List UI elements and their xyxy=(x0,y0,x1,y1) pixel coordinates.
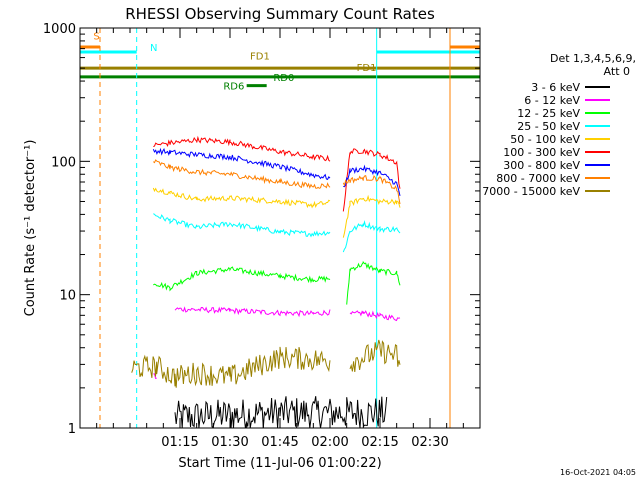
series-layer xyxy=(131,135,401,429)
series-12-25-kev xyxy=(153,260,401,305)
legend-label-50-100-kev: 50 - 100 keV xyxy=(510,133,580,146)
legend-label-25-50-kev: 25 - 50 keV xyxy=(517,120,580,133)
x-tick-label: 02:30 xyxy=(411,435,448,450)
y-axis-label: Count Rate (s⁻¹ detector⁻¹) xyxy=(23,140,38,317)
x-tick-label: 02:15 xyxy=(361,435,398,450)
series-line-7000-15000-kev xyxy=(349,339,401,373)
y-tick-label: 1000 xyxy=(43,22,76,37)
legend-label-100-300-kev: 100 - 300 keV xyxy=(503,146,580,159)
series-line-100-300-kev xyxy=(153,135,331,162)
series-50-100-kev xyxy=(152,187,401,238)
legend-header-line: Det 1,3,4,5,6,9, xyxy=(550,52,636,65)
y-tick-label: 10 xyxy=(59,289,76,304)
flag-label-rd0: RD0 xyxy=(273,73,294,84)
series-line-50-100-kev xyxy=(152,187,331,209)
chart-title: RHESSI Observing Summary Count Rates xyxy=(125,5,435,23)
flag-label-s: S xyxy=(93,31,99,42)
legend-label-800-7000-kev: 800 - 7000 keV xyxy=(496,172,580,185)
flag-label-fd1: FD1 xyxy=(357,63,377,74)
series-line-3-6-kev xyxy=(174,396,388,429)
series-800-7000-kev xyxy=(152,159,401,205)
series-line-12-25-kev xyxy=(153,266,331,292)
x-tick-label: 02:00 xyxy=(311,435,348,450)
series-3-6-kev xyxy=(174,396,388,429)
series-line-800-7000-kev xyxy=(152,159,331,190)
x-tick-label: 01:15 xyxy=(161,435,198,450)
legend-label-6-12-kev: 6 - 12 keV xyxy=(524,94,580,107)
series-7000-15000-kev xyxy=(131,339,401,388)
series-line-25-50-kev xyxy=(153,213,331,238)
flag-label-rd6: RD6 xyxy=(223,82,244,93)
legend-label-7000-15000-kev: 7000 - 15000 keV xyxy=(482,185,580,198)
flag-label-n: N xyxy=(150,43,157,54)
ticks-layer: 1 10 100 1000 01:15 01:30 01:45 02:00 02:15 02:30 xyxy=(43,22,480,450)
series-line-6-12-kev xyxy=(174,306,331,318)
legend-label-12-25-kev: 12 - 25 keV xyxy=(517,107,580,120)
series-25-50-kev xyxy=(153,213,401,253)
flag-label-fd1: FD1 xyxy=(250,52,270,63)
x-axis-label: Start Time (11-Jul-06 01:00:22) xyxy=(178,456,381,471)
legend-label-3-6-kev: 3 - 6 keV xyxy=(531,81,580,94)
legend-header-line: Att 0 xyxy=(604,65,630,78)
y-tick-label: 1 xyxy=(68,422,76,437)
series-line-6-12-kev xyxy=(349,310,401,322)
x-tick-label: 01:30 xyxy=(211,435,248,450)
series-line-100-300-kev xyxy=(342,148,401,212)
series-line-50-100-kev xyxy=(342,194,401,238)
generated-timestamp: 16-Oct-2021 04:05 xyxy=(560,468,636,477)
flags-layer: S N FD1 FD1 RD6 RD0 xyxy=(80,31,480,93)
x-tick-label: 01:45 xyxy=(261,435,298,450)
series-line-25-50-kev xyxy=(342,220,401,253)
series-300-800-kev xyxy=(152,147,401,197)
series-line-300-800-kev xyxy=(343,164,401,197)
series-line-7000-15000-kev xyxy=(131,346,331,388)
series-line-300-800-kev xyxy=(152,147,331,181)
y-tick-label: 100 xyxy=(51,155,76,170)
series-100-300-kev xyxy=(153,135,401,212)
legend-label-300-800-kev: 300 - 800 keV xyxy=(503,159,580,172)
series-line-800-7000-kev xyxy=(342,174,401,205)
series-line-12-25-kev xyxy=(346,260,401,305)
